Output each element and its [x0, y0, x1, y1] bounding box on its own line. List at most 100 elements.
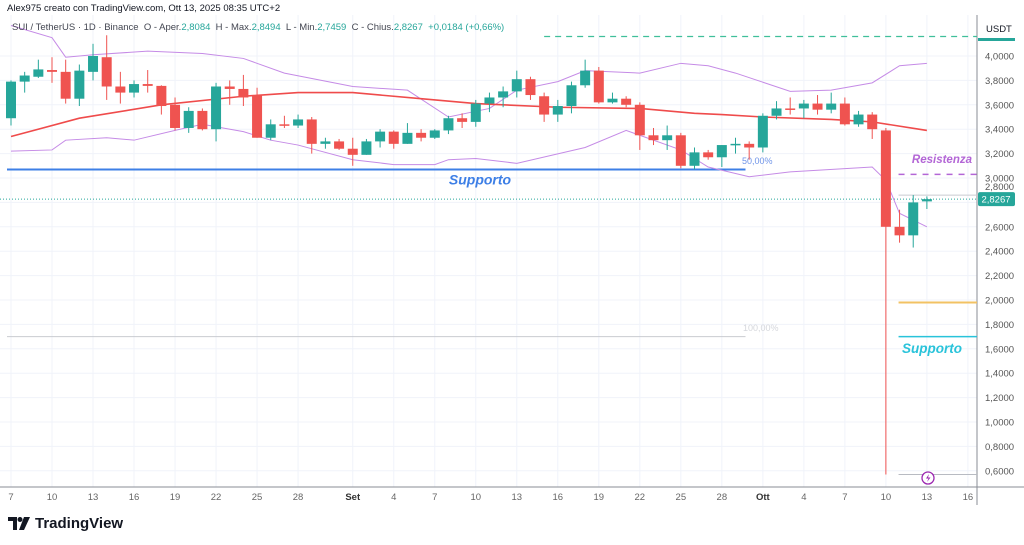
candle-body: [33, 69, 44, 77]
top-level-axis-marker: [978, 38, 1015, 41]
candle-body: [484, 97, 495, 104]
x-tick-label: 16: [553, 492, 564, 503]
close-label: C - Chius.: [351, 22, 394, 33]
candle: [361, 138, 372, 155]
candle: [689, 147, 700, 170]
candle-body: [197, 110, 208, 130]
candle: [293, 114, 304, 128]
candle-body: [552, 106, 563, 115]
candle: [156, 85, 167, 115]
candle-body: [812, 103, 823, 110]
y-tick-label: 2,8000: [985, 182, 1014, 193]
candle-body: [757, 115, 768, 148]
y-tick-label: 1,6000: [985, 344, 1014, 355]
candle-body: [621, 98, 632, 105]
low-label: L - Min.: [285, 22, 318, 33]
candle: [757, 113, 768, 153]
y-tick-label: 3,6000: [985, 100, 1014, 111]
candle-body: [580, 70, 591, 86]
tradingview-logo-icon: [8, 517, 30, 530]
candle-body: [361, 141, 372, 155]
candle: [525, 76, 536, 100]
y-tick-label: 3,4000: [985, 125, 1014, 136]
x-tick-label: 10: [881, 492, 892, 503]
candle: [634, 102, 645, 150]
open-label: O - Aper.: [143, 22, 182, 33]
candle: [238, 74, 249, 107]
candle: [279, 115, 290, 128]
candle: [416, 129, 427, 142]
x-tick-label: 25: [252, 492, 263, 503]
candle: [607, 92, 618, 104]
x-tick-label: 10: [47, 492, 58, 503]
y-tick-label: 3,8000: [985, 76, 1014, 87]
ohlc-legend: SUI / TetherUS · 1D · Binance O - Aper.2…: [12, 22, 504, 33]
low-value: 2,7459: [317, 22, 347, 33]
candle-body: [703, 152, 714, 158]
candle: [716, 145, 727, 168]
candle: [320, 137, 331, 149]
y-tick-label: 2,4000: [985, 247, 1014, 258]
candle-body: [867, 114, 878, 130]
candle: [211, 82, 222, 142]
candle: [908, 195, 919, 248]
candle-body: [716, 145, 727, 158]
candle-body: [388, 131, 399, 144]
candle-body: [101, 57, 112, 87]
candle: [826, 92, 837, 114]
x-tick-label: Ott: [756, 492, 771, 503]
candle: [170, 97, 181, 131]
candle-body: [498, 91, 509, 98]
candle-body: [798, 103, 809, 109]
candle: [771, 101, 782, 120]
candle-body: [320, 141, 331, 144]
candle-body: [170, 104, 181, 128]
candle-body: [607, 98, 618, 103]
candle-body: [539, 96, 550, 115]
candle-body: [74, 70, 85, 99]
candle: [429, 129, 440, 139]
candle: [183, 107, 194, 133]
x-tick-label: 13: [922, 492, 933, 503]
candle-body: [334, 141, 345, 149]
candle: [334, 138, 345, 150]
candle: [798, 99, 809, 119]
candle-body: [593, 70, 604, 103]
candle: [498, 86, 509, 108]
candle-body: [156, 85, 167, 107]
y-tick-label: 2,2000: [985, 271, 1014, 282]
lightning-icon: [921, 471, 935, 485]
candle-body: [470, 103, 481, 122]
candle-body: [648, 135, 659, 141]
candle-body: [375, 131, 386, 142]
fib-50-label: 50,00%: [742, 156, 773, 166]
candle: [566, 81, 577, 114]
candle-body: [183, 110, 194, 128]
candle-body: [634, 104, 645, 136]
candle: [703, 149, 714, 160]
candle-body: [908, 202, 919, 236]
y-tick-label: 0,8000: [985, 442, 1014, 453]
candle-body: [689, 152, 700, 166]
candle: [675, 132, 686, 169]
candle: [593, 66, 604, 104]
y-tick-label: 2,6000: [985, 222, 1014, 233]
open-value: 2,8084: [181, 22, 211, 33]
moving-average-line: [10, 91, 928, 138]
symbol-label[interactable]: SUI / TetherUS · 1D · Binance: [12, 22, 139, 33]
candle: [730, 137, 741, 154]
candle: [88, 43, 99, 81]
x-tick-label: Set: [345, 492, 361, 503]
x-tick-label: 19: [594, 492, 605, 503]
tradingview-logo[interactable]: TradingView: [8, 515, 123, 532]
tradingview-logo-text: TradingView: [35, 515, 124, 532]
candle-body: [839, 103, 850, 125]
candle-body: [293, 119, 304, 126]
bollinger-lower-line: [10, 123, 928, 228]
candle-body: [416, 132, 427, 138]
x-tick-label: 25: [676, 492, 687, 503]
candle: [894, 209, 905, 243]
candle-body: [662, 135, 673, 141]
candle: [402, 123, 413, 144]
